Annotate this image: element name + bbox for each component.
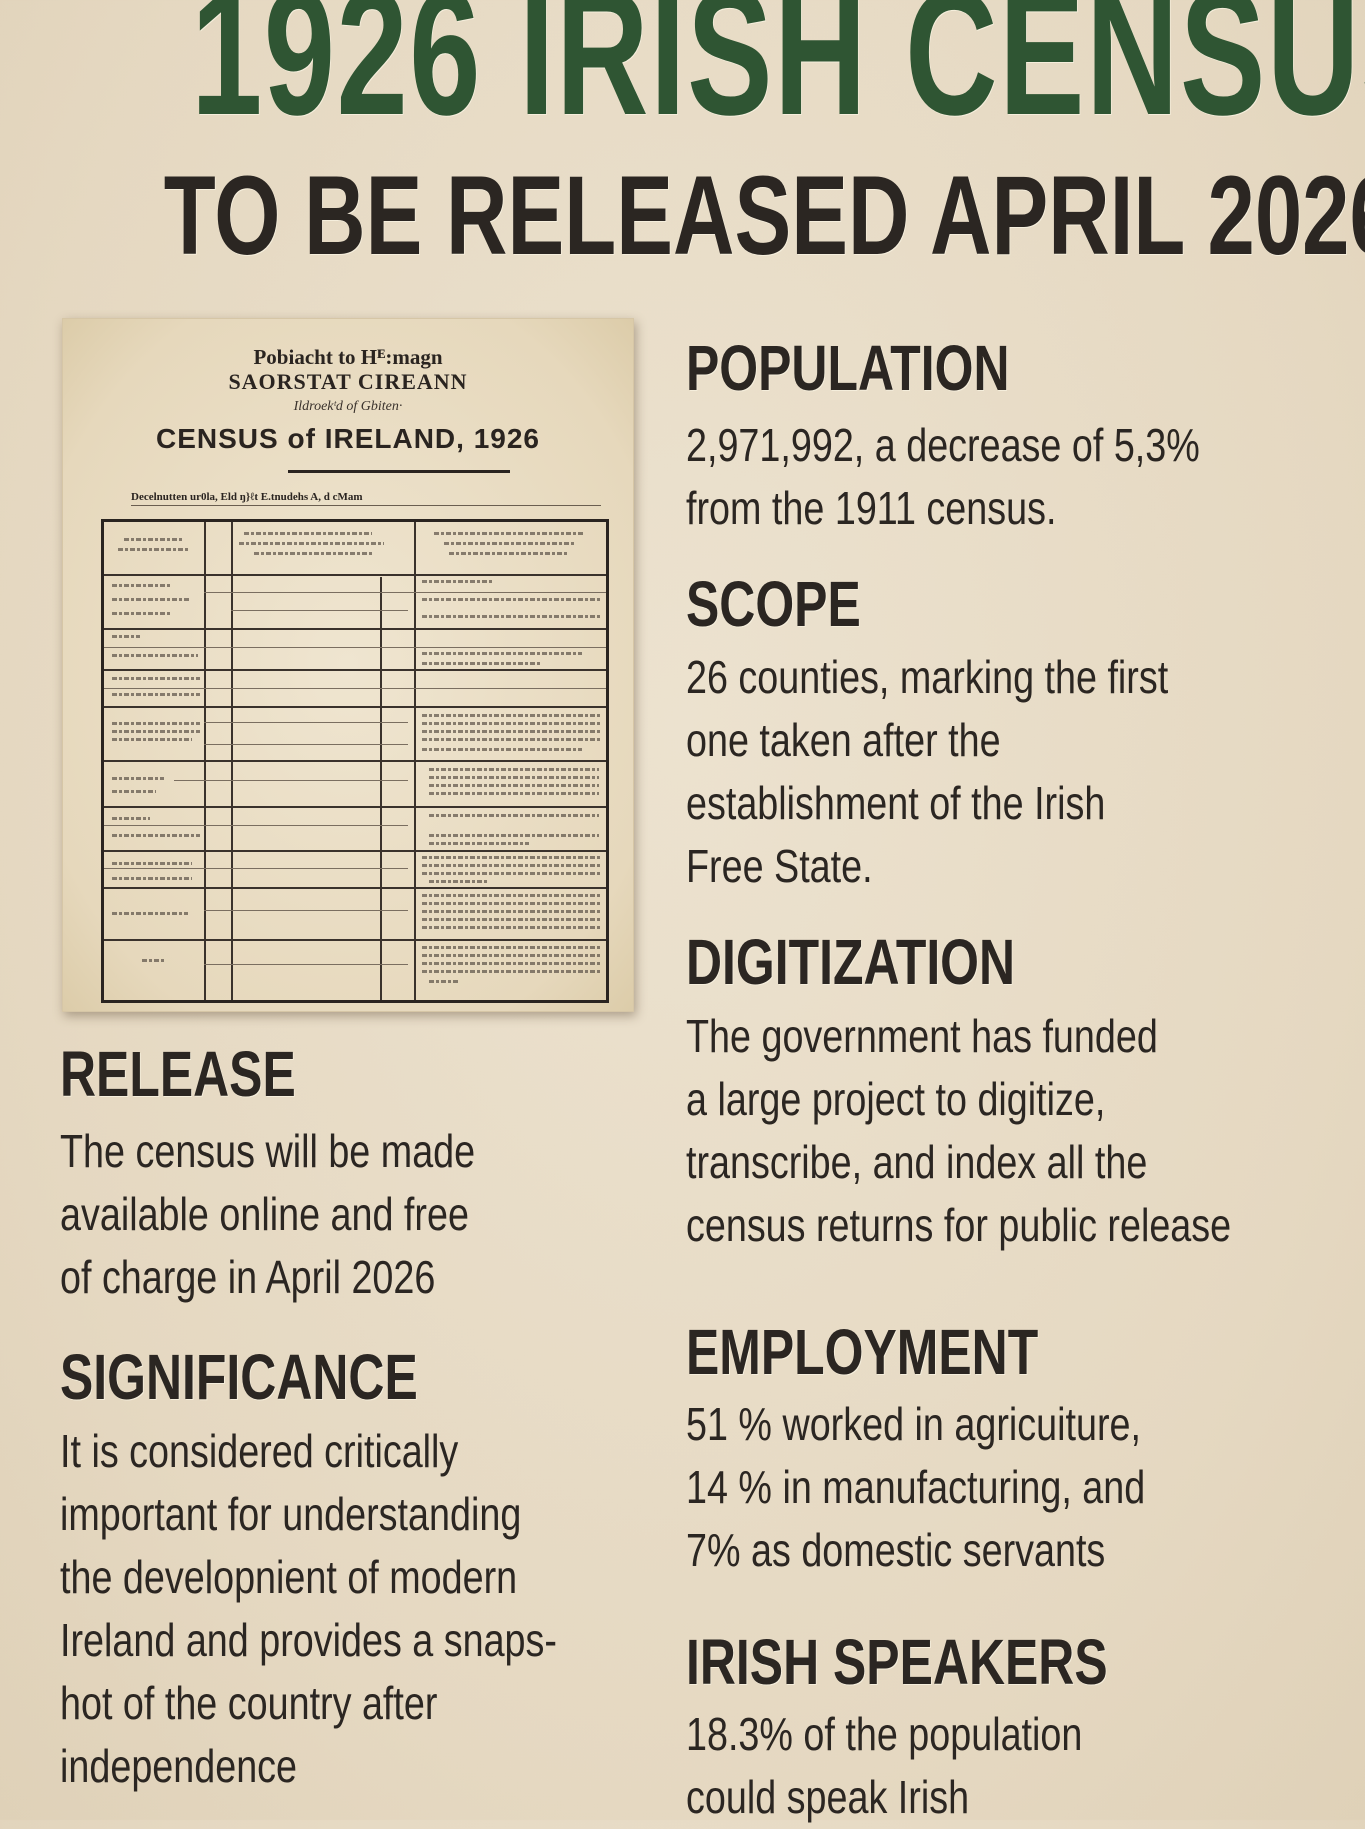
body-line: Ireland and provides a snaps- <box>60 1614 557 1666</box>
section-heading: EMPLOYMENT <box>686 1316 1039 1388</box>
body-line: the developnient of modern <box>60 1551 518 1603</box>
body-line: of charge in April 2026 <box>60 1251 436 1303</box>
form-header-line-2: SAORSTAT CIREANN <box>228 369 468 394</box>
census-form-image: Pobiacht to Hᴱ:magn SAORSTAT CIREANN Ild… <box>62 318 634 1012</box>
body-line: transcribe, and index all the <box>686 1136 1148 1188</box>
body-line: 26 counties, marking the first <box>686 651 1169 703</box>
body-line: 18.3% of the population <box>686 1708 1083 1760</box>
form-header-line-1: Pobiacht to Hᴱ:magn <box>253 345 443 369</box>
body-line: 7% as domestic servants <box>686 1524 1106 1576</box>
section-body: 26 counties, marking the first one taken… <box>686 646 1168 898</box>
section-body: 2,971,992, a decrease of 5,3% from the 1… <box>686 414 1200 540</box>
page-title: 1926 IRISH CENSUS <box>191 0 1365 152</box>
body-line: from the 1911 census. <box>686 482 1057 534</box>
section-body: The census will be made available online… <box>60 1120 475 1309</box>
body-line: 51 % worked in agricuiture, <box>686 1398 1141 1450</box>
body-line: a large project to digitize, <box>686 1073 1106 1125</box>
body-line: independence <box>60 1740 298 1792</box>
section-body: 51 % worked in agricuiture, 14 % in manu… <box>686 1393 1145 1582</box>
body-line: establishment of the Irish <box>686 777 1106 829</box>
section-heading: DIGITIZATION <box>686 926 1016 998</box>
body-line: 2,971,992, a decrease of 5,3% <box>686 419 1200 471</box>
body-line: The census will be made <box>60 1125 476 1177</box>
body-line: It is considered critically <box>60 1425 459 1477</box>
body-line: 14 % in manufacturing, and <box>686 1461 1146 1513</box>
body-line: important for understanding <box>60 1488 522 1540</box>
section-heading: SIGNIFICANCE <box>60 1341 418 1413</box>
page-subtitle: TO BE RELEASED APRIL 2026 <box>163 153 1365 278</box>
body-line: hot of the country after <box>60 1677 438 1729</box>
section-heading: POPULATION <box>686 332 1010 404</box>
form-declaration-line: Decelnutten ur0la, Eld ŋ}ℓt E.tnudehs A,… <box>131 491 601 506</box>
section-heading: RELEASE <box>60 1038 296 1110</box>
body-line: one taken after the <box>686 714 1001 766</box>
body-line: available online and free <box>60 1188 469 1240</box>
form-header-line-3: Ildroekᵗd of Gbiten· <box>293 399 403 414</box>
body-line: census returns for public release <box>686 1199 1232 1251</box>
section-body: 18.3% of the population could speak Iris… <box>686 1703 1082 1829</box>
form-title: CENSUS of IRELAND, 1926 <box>156 423 540 454</box>
section-heading: SCOPE <box>686 568 861 640</box>
body-line: could speak Irish <box>686 1771 970 1823</box>
section-heading: IRISH SPEAKERS <box>686 1626 1108 1698</box>
section-body: The government has funded a large projec… <box>686 1005 1231 1257</box>
body-line: Free State. <box>686 840 873 892</box>
section-body: It is considered critically important fo… <box>60 1420 557 1798</box>
form-divider <box>288 470 510 473</box>
form-table <box>101 519 609 1003</box>
body-line: The government has funded <box>686 1010 1158 1062</box>
